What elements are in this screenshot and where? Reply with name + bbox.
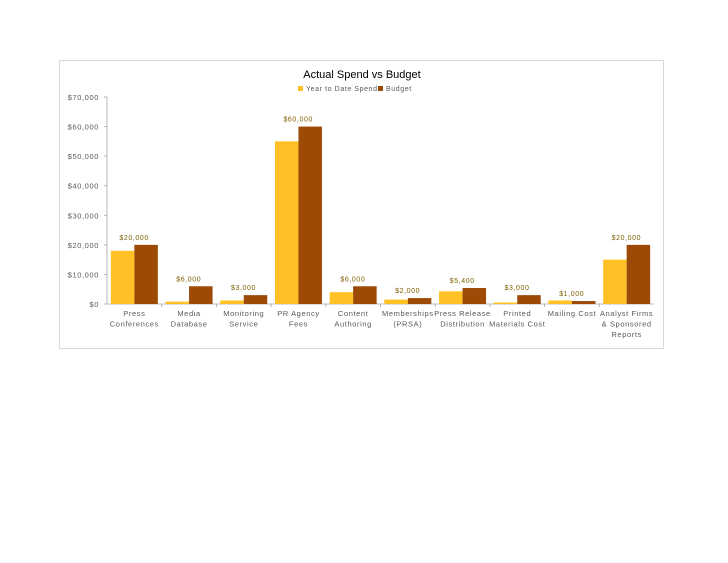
bar-ytd-9	[603, 259, 627, 304]
y-tick-label: $50,000	[68, 152, 99, 161]
legend-swatch-1	[378, 86, 383, 91]
data-label-budget-9: $20,000	[612, 235, 642, 242]
bar-budget-4	[353, 286, 377, 304]
category-label-line: Memberships	[382, 309, 434, 318]
data-labels: $20,000 $6,000 $3,000 $60,000 $6,000 $2,000 $5…	[119, 117, 642, 298]
category-label-line: Monitoring	[223, 309, 264, 318]
data-label-budget-1: $6,000	[176, 276, 201, 283]
chart-svg: Actual Spend vs Budget Year to Date Spen…	[68, 69, 654, 339]
bar-budget-5	[407, 298, 432, 304]
y-tick-label: $30,000	[68, 211, 99, 220]
bars	[110, 126, 651, 304]
data-label-budget-8: $1,000	[559, 291, 584, 298]
category-label-line: Service	[229, 320, 258, 329]
category-label-line: (PRSA)	[393, 320, 422, 329]
category-label-7: Printed Materials Cost	[489, 309, 546, 329]
data-label-budget-4: $6,000	[340, 276, 365, 283]
category-label-3: PR Agency Fees	[277, 309, 320, 329]
legend-swatch-0	[298, 86, 303, 91]
legend-label-1: Budget	[386, 86, 412, 93]
bar-budget-0	[134, 244, 158, 304]
bar-budget-9	[626, 244, 651, 304]
category-label-line: Press	[123, 309, 145, 318]
category-label-1: Media Database	[171, 309, 208, 329]
bar-ytd-3	[274, 141, 299, 304]
category-label-6: Press Release Distribution	[434, 309, 491, 329]
bar-budget-2	[243, 295, 268, 304]
y-tick-label: $20,000	[68, 241, 99, 250]
chart-title: Actual Spend vs Budget	[303, 69, 420, 81]
data-label-budget-3: $60,000	[283, 117, 313, 124]
legend: Year to Date Spend Budget	[298, 86, 412, 93]
category-label-line: PR Agency	[277, 309, 320, 318]
y-tick-label: $0	[89, 300, 99, 309]
category-label-8: Mailing Cost	[548, 309, 597, 318]
category-label-line: Database	[171, 320, 208, 329]
data-label-budget-2: $3,000	[231, 285, 256, 292]
category-label-9: Analyst Firms & Sponsored Reports	[600, 309, 653, 339]
category-label-5: Memberships (PRSA)	[382, 309, 434, 329]
bar-ytd-6	[439, 291, 463, 304]
category-label-4: Content Authoring	[334, 309, 372, 329]
category-label-line: Analyst Firms	[600, 309, 653, 318]
bar-ytd-4	[329, 292, 354, 304]
category-label-line: Fees	[289, 320, 308, 329]
bar-ytd-5	[384, 299, 408, 304]
category-label-line: Printed	[503, 309, 531, 318]
category-label-line: Content	[338, 309, 369, 318]
bar-budget-8	[571, 301, 596, 304]
bar-ytd-8	[548, 300, 572, 304]
data-label-budget-0: $20,000	[119, 235, 149, 242]
bar-budget-3	[298, 126, 322, 304]
category-label-line: Materials Cost	[489, 320, 546, 329]
y-tick-label: $10,000	[68, 270, 99, 279]
category-label-line: & Sponsored	[602, 320, 652, 329]
y-tick-label: $60,000	[68, 123, 99, 132]
category-label-2: Monitoring Service	[223, 309, 264, 329]
bar-budget-6	[462, 288, 487, 304]
category-label-line: Authoring	[334, 320, 372, 329]
category-label-line: Reports	[611, 330, 641, 339]
category-label-line: Mailing Cost	[548, 309, 597, 318]
legend-label-0: Year to Date Spend	[306, 86, 378, 93]
bar-ytd-7	[493, 302, 518, 304]
bar-budget-1	[189, 286, 213, 304]
chart-frame: Actual Spend vs Budget Year to Date Spen…	[59, 60, 664, 349]
category-label-line: Press Release	[434, 309, 491, 318]
bar-budget-7	[517, 295, 541, 304]
bar-ytd-0	[110, 250, 135, 304]
bar-ytd-1	[165, 301, 190, 304]
category-label-0: Press Conferences	[110, 309, 159, 329]
category-label-line: Distribution	[440, 320, 485, 329]
y-tick-label: $40,000	[68, 182, 99, 191]
y-tick-label: $70,000	[68, 93, 99, 102]
data-label-budget-7: $3,000	[504, 285, 529, 292]
data-label-budget-6: $5,400	[450, 278, 475, 285]
data-label-budget-5: $2,000	[395, 288, 420, 295]
category-label-line: Conferences	[110, 320, 159, 329]
category-label-line: Media	[177, 309, 201, 318]
category-labels: Press Conferences Media Database Monitoring S…	[110, 309, 653, 339]
bar-ytd-2	[220, 300, 244, 304]
